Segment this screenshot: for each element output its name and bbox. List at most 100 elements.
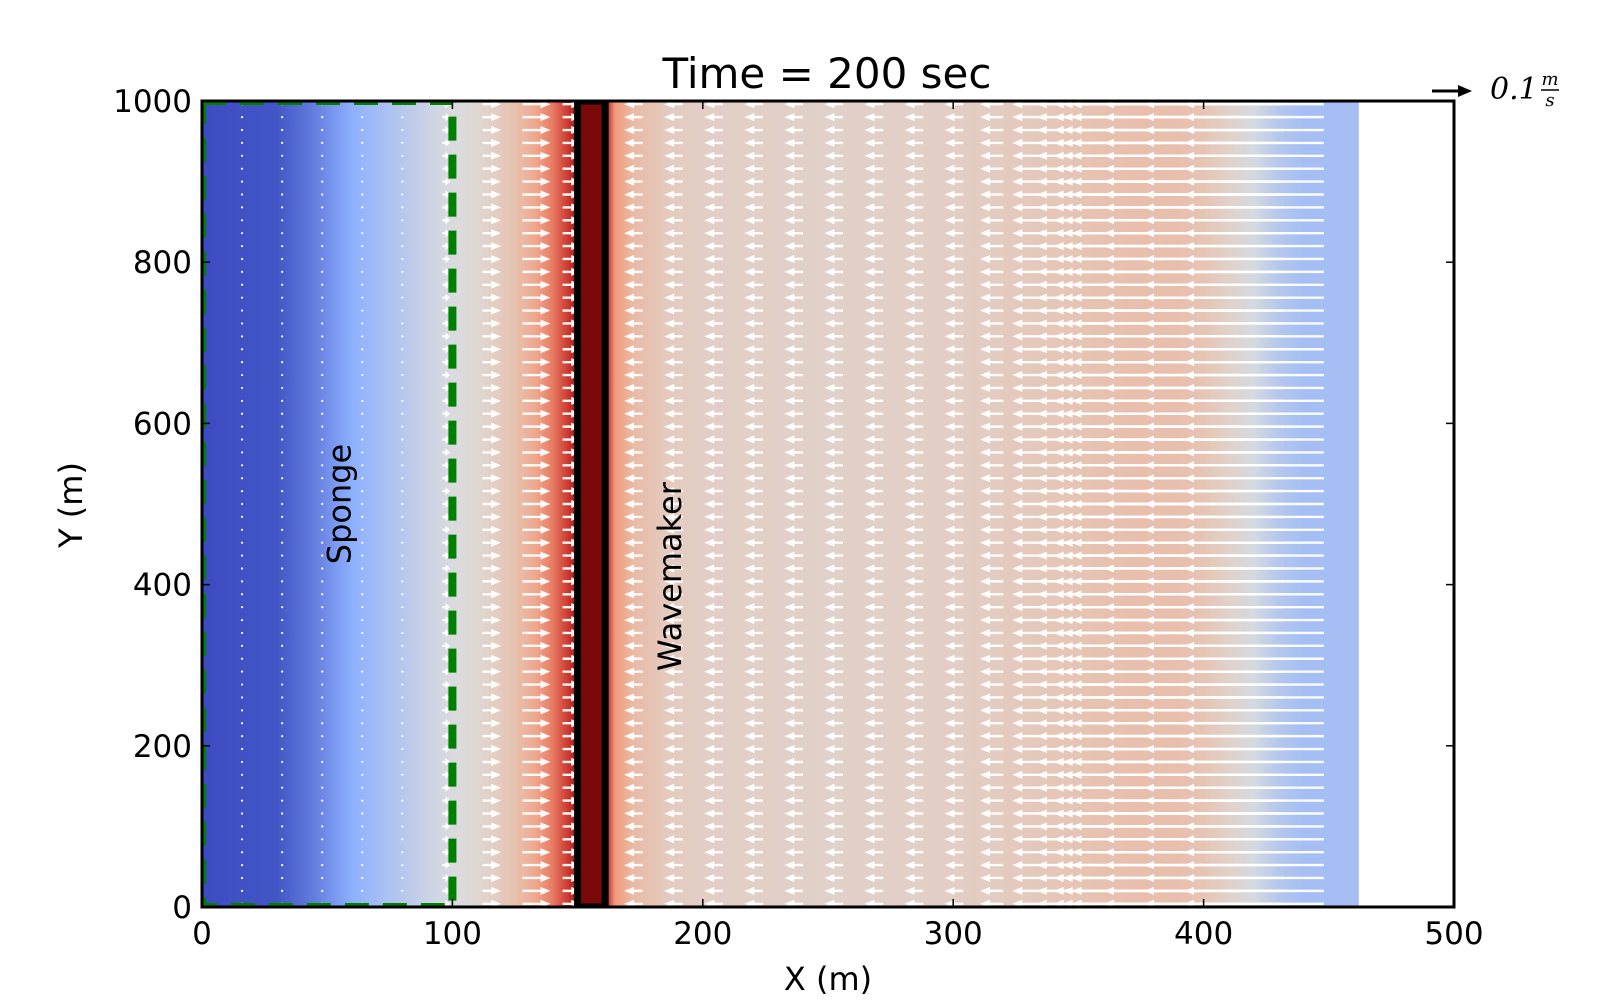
quiver-arrow <box>744 525 763 534</box>
x-tick-label: 300 <box>924 916 983 952</box>
quiver-arrow <box>442 861 451 870</box>
quiver-arrow <box>824 693 844 702</box>
quiver-arrow <box>704 138 723 147</box>
quiver-arrow <box>1012 267 1044 276</box>
quiver-arrow <box>281 309 284 312</box>
quiver-arrow <box>562 319 582 328</box>
quiver-arrow <box>401 348 404 351</box>
quiver-arrow <box>1012 796 1044 805</box>
quiver-arrow <box>624 577 643 586</box>
quiver-arrow <box>824 680 844 689</box>
quiver-arrow <box>562 732 582 741</box>
quiver-arrow <box>979 667 1004 676</box>
quiver-arrow <box>624 113 643 122</box>
quiver-arrow <box>240 825 244 828</box>
quiver-arrow <box>784 461 803 470</box>
quiver-arrow <box>401 335 404 338</box>
quiver-arrow <box>321 580 324 583</box>
quiver-arrow <box>904 319 924 328</box>
quiver-arrow <box>979 474 1004 483</box>
quiver-arrow <box>1184 435 1324 444</box>
quiver-arrow <box>784 229 803 238</box>
quiver-arrow <box>281 322 284 325</box>
quiver-arrow <box>664 409 683 418</box>
quiver-arrow <box>664 383 683 392</box>
quiver-arrow <box>361 373 364 377</box>
quiver-arrow <box>482 628 502 637</box>
quiver-arrow <box>482 358 502 367</box>
quiver-arrow <box>361 722 364 725</box>
quiver-arrow <box>1012 487 1044 496</box>
quiver-arrow <box>1012 101 1044 109</box>
quiver-arrow <box>864 242 884 251</box>
quiver-arrow <box>979 861 1004 870</box>
quiver-arrow <box>361 606 364 609</box>
quiver-arrow <box>704 203 723 212</box>
quiver-arrow <box>904 538 924 547</box>
quiver-arrow <box>864 616 884 625</box>
quiver-arrow <box>904 822 924 831</box>
quiver-arrow <box>482 525 502 534</box>
quiver-arrow <box>1012 306 1044 315</box>
quiver-arrow <box>1184 732 1324 741</box>
quiver-arrow <box>240 580 244 583</box>
quiver-arrow <box>522 809 551 818</box>
quiver-arrow <box>784 332 803 341</box>
quiver-arrow <box>361 515 364 518</box>
quiver-arrow <box>784 732 803 741</box>
quiver-arrow <box>704 254 723 263</box>
quiver-arrow <box>1012 770 1044 779</box>
quiver-arrow <box>824 873 844 882</box>
quiver-arrow <box>864 164 884 173</box>
quiver-arrow <box>744 654 763 663</box>
quiver-arrow <box>1012 590 1044 599</box>
quiver-arrow <box>784 512 803 521</box>
quiver-arrow <box>1012 113 1044 122</box>
quiver-arrow <box>401 141 404 145</box>
quiver-arrow <box>562 551 582 560</box>
quiver-arrow <box>864 603 884 612</box>
quiver-arrow <box>904 525 924 534</box>
quiver-arrow <box>562 835 582 844</box>
quiver-arrow <box>321 348 324 351</box>
quiver-arrow <box>784 396 803 405</box>
quiver-arrow <box>321 502 324 506</box>
quiver-arrow <box>522 680 551 689</box>
quiver-arrow <box>664 190 683 199</box>
quiver-arrow <box>321 412 324 415</box>
quiver-arrow <box>744 796 763 805</box>
quiver-arrow <box>704 358 723 367</box>
quiver-arrow <box>401 644 404 647</box>
quiver-arrow <box>904 719 924 728</box>
quiver-arrow <box>704 886 723 895</box>
quiver-arrow <box>944 293 964 302</box>
quiver-arrow <box>744 216 763 225</box>
quiver-arrow <box>784 164 803 173</box>
quiver-arrow <box>361 657 364 660</box>
quiver-arrow <box>744 603 763 612</box>
quiver-arrow <box>664 770 683 779</box>
quiver-arrow <box>944 435 964 444</box>
quiver-arrow <box>824 383 844 392</box>
quiver-arrow <box>664 371 683 380</box>
quiver-arrow <box>401 296 404 299</box>
quiver-arrow <box>442 628 451 637</box>
quiver-arrow <box>784 822 803 831</box>
quiver-arrow <box>321 812 324 815</box>
quiver-arrow <box>979 422 1004 431</box>
quiver-arrow <box>522 719 551 728</box>
quiver-arrow <box>442 551 451 560</box>
quiver-arrow <box>944 757 964 766</box>
quiver-arrow <box>904 422 924 431</box>
quiver-arrow <box>944 590 964 599</box>
quiver-arrow <box>1184 203 1324 212</box>
quiver-arrow <box>442 216 451 225</box>
quiver-arrow <box>442 809 451 818</box>
quiver-arrow <box>904 590 924 599</box>
quiver-arrow <box>522 474 551 483</box>
quiver-arrow <box>824 242 844 251</box>
quiver-arrow <box>824 254 844 263</box>
quiver-arrow <box>281 670 284 673</box>
quiver-arrow <box>562 422 582 431</box>
quiver-arrow <box>321 477 324 480</box>
